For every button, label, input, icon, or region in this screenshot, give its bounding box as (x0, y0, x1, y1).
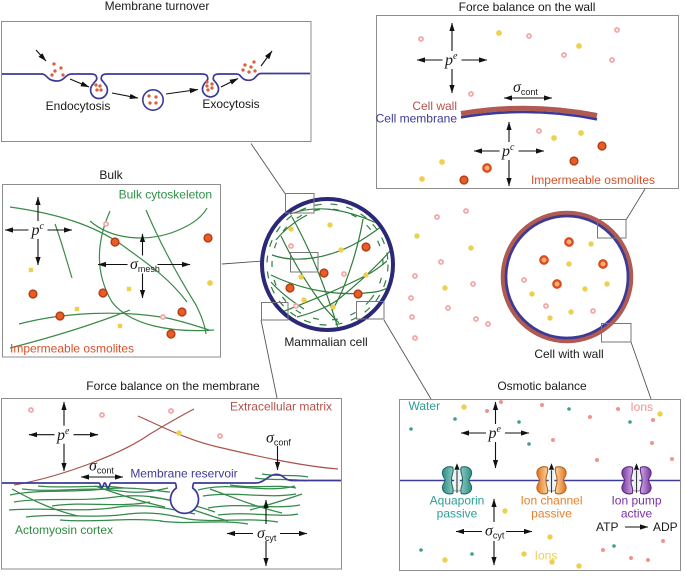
svg-text:Aquaporin: Aquaporin (430, 494, 485, 508)
svg-text:Cell with wall: Cell with wall (534, 347, 603, 361)
svg-text:Osmotic balance: Osmotic balance (497, 379, 587, 393)
svg-text:Mammalian cell: Mammalian cell (284, 335, 367, 349)
svg-text:Ions: Ions (535, 549, 558, 563)
svg-text:passive: passive (437, 507, 478, 521)
svg-text:Cell wall: Cell wall (412, 99, 457, 113)
svg-text:Membrane reservoir: Membrane reservoir (130, 467, 237, 481)
svg-text:Membrane turnover: Membrane turnover (105, 0, 210, 13)
svg-text:Impermeable osmolites: Impermeable osmolites (531, 173, 655, 187)
svg-text:ATP: ATP (596, 520, 618, 534)
svg-text:Ion pump: Ion pump (611, 494, 661, 508)
svg-text:Water: Water (409, 399, 441, 413)
svg-text:Extracellular matrix: Extracellular matrix (230, 400, 332, 414)
svg-text:Impermeable osmolites: Impermeable osmolites (10, 342, 134, 356)
svg-text:ADP: ADP (653, 520, 678, 534)
svg-text:Force balance on the membrane: Force balance on the membrane (86, 379, 260, 393)
svg-text:Exocytosis: Exocytosis (202, 97, 259, 111)
svg-text:Cell membrane: Cell membrane (376, 112, 458, 126)
svg-text:Force balance on the wall: Force balance on the wall (459, 0, 596, 14)
svg-text:Bulk: Bulk (99, 168, 123, 182)
svg-text:Bulk cytoskeleton: Bulk cytoskeleton (119, 188, 212, 202)
svg-text:active: active (621, 507, 653, 521)
svg-text:Endocytosis: Endocytosis (46, 99, 111, 113)
svg-text:Ions: Ions (630, 400, 653, 414)
svg-text:Actomyosin cortex: Actomyosin cortex (15, 523, 113, 537)
svg-text:Ion channel: Ion channel (520, 494, 582, 508)
svg-text:passive: passive (531, 507, 572, 521)
